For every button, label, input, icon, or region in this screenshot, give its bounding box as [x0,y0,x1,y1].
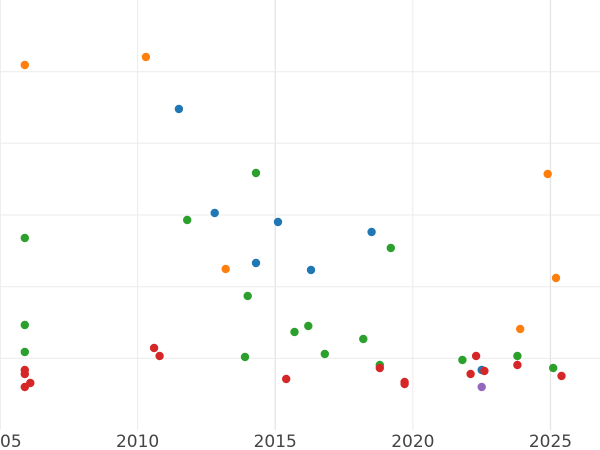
data-point-s2-13 [458,355,467,365]
data-point-s2-5 [243,291,252,301]
data-point-s3-4 [149,343,159,353]
data-point-s1-0 [20,60,29,70]
data-point-s4-0 [477,382,486,392]
data-point-s3-6 [282,374,291,384]
x-tick-label-1: 2010 [116,432,159,450]
data-point-s0-1 [210,208,219,218]
data-point-s3-7 [375,363,384,373]
data-point-s1-1 [141,52,151,62]
data-point-s2-0 [20,233,29,243]
data-point-s2-1 [20,320,29,330]
data-point-s3-11 [471,351,481,361]
data-point-s3-14 [557,371,566,381]
data-point-s0-2 [251,258,261,268]
data-point-s0-4 [306,265,316,275]
data-point-s2-14 [513,351,522,361]
data-point-s2-12 [386,243,395,253]
data-point-s2-4 [240,352,250,362]
data-point-s2-9 [320,349,329,359]
data-point-s0-0 [174,104,184,114]
data-point-s0-3 [273,217,283,227]
data-point-s0-5 [367,227,376,237]
data-points [20,52,566,392]
data-point-s3-3 [26,378,35,388]
data-point-s2-8 [304,321,313,331]
data-point-s1-3 [516,324,525,334]
data-point-s3-10 [466,369,475,379]
x-tick-label-2: 2015 [254,432,297,450]
data-point-s1-4 [543,169,552,179]
x-tick-label-0: 2005 [0,432,22,450]
data-point-s2-15 [549,363,558,373]
x-tick-label-4: 2025 [529,432,572,450]
x-tick-label-3: 2020 [391,432,434,450]
data-point-s3-12 [480,366,489,376]
x-axis-ticks: 2005 2010 2015 2020 2025 [0,432,572,450]
grid-lines [0,0,600,430]
data-point-s1-5 [551,273,561,283]
data-point-s1-2 [221,264,230,274]
data-point-s2-3 [183,215,192,225]
data-point-s3-1 [20,369,29,379]
data-point-s2-6 [251,168,261,178]
data-point-s2-10 [359,334,368,344]
data-point-s3-5 [155,351,164,361]
data-point-s3-13 [513,360,522,370]
data-point-s3-9 [400,379,409,389]
data-point-s2-2 [20,347,29,357]
data-point-s2-7 [290,327,299,337]
